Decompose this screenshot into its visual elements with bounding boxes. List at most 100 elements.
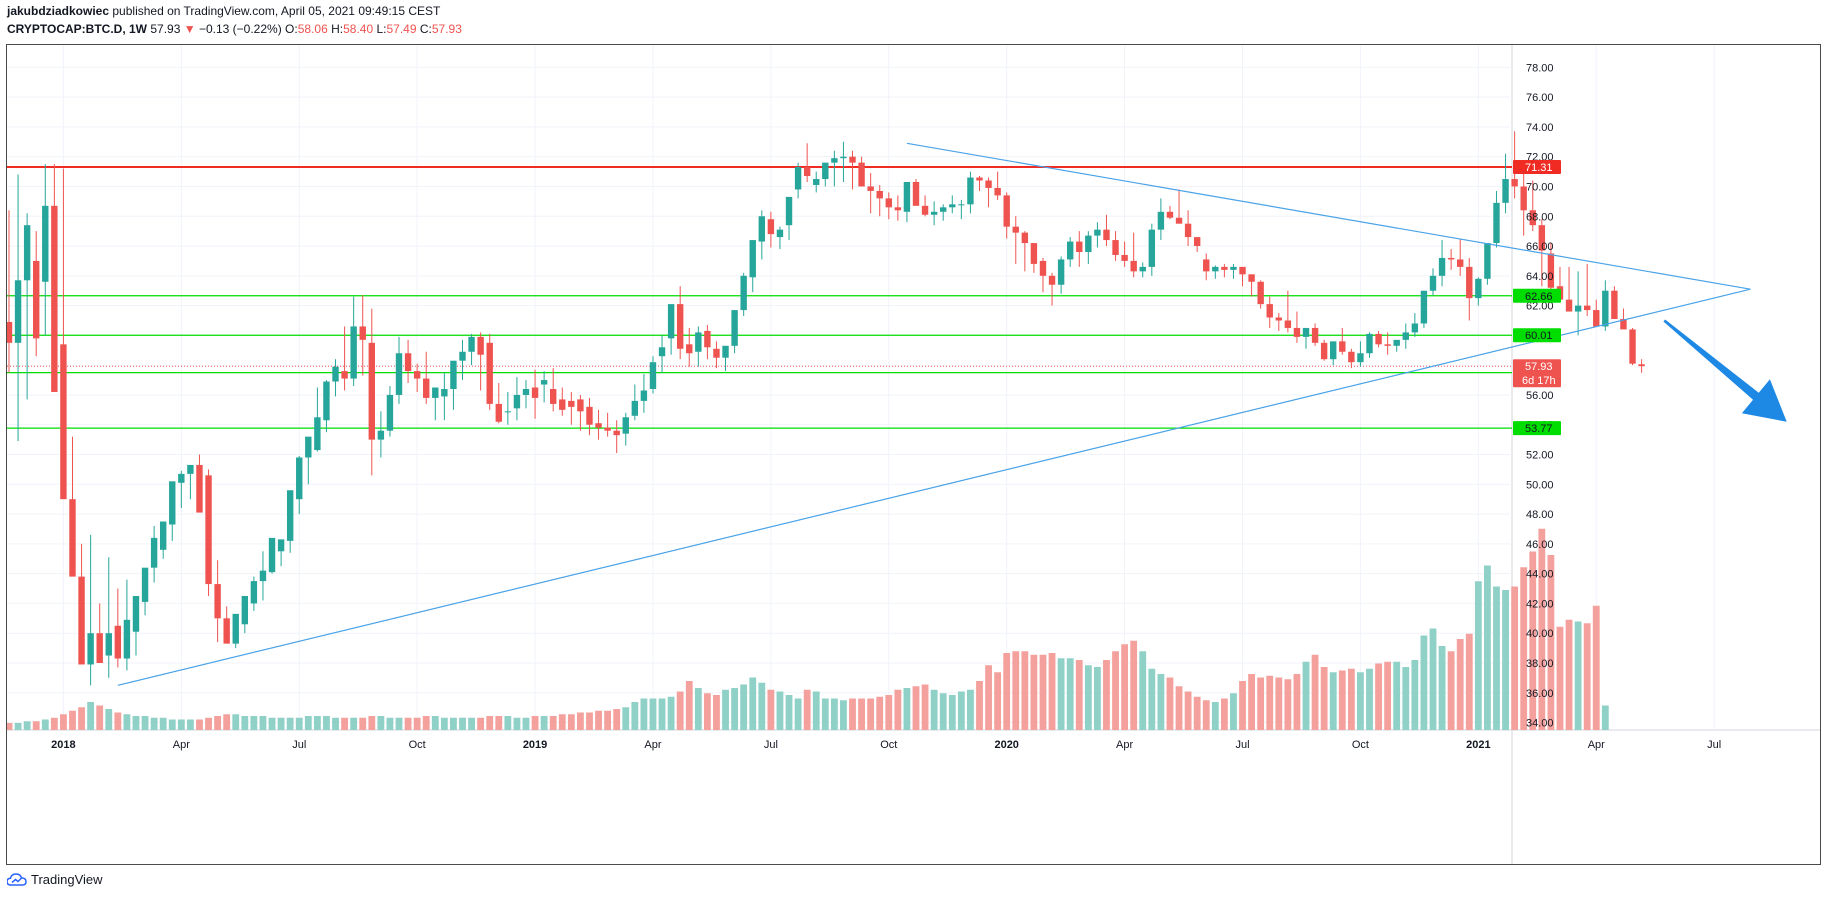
candle-body <box>686 344 693 354</box>
volume-bar <box>1357 672 1364 730</box>
candle-body <box>985 180 992 188</box>
candle-body <box>949 204 956 208</box>
volume-bar <box>1493 586 1500 730</box>
support-label-bg <box>1513 421 1561 436</box>
volume-bar <box>640 698 648 730</box>
volume-bar <box>214 716 222 730</box>
footer-brand[interactable]: TradingView <box>7 872 103 887</box>
last-price-label-bg <box>1513 359 1561 388</box>
candle-body <box>749 240 756 278</box>
x-tick-label: Apr <box>644 739 661 751</box>
candle-body <box>604 427 611 431</box>
candle-body <box>286 490 294 541</box>
candle-body <box>631 400 639 416</box>
candle-body <box>314 417 321 451</box>
price-chart[interactable]: 34.00 36.00 38.00 40.00 42.00 44.00 46.00 48.00… <box>7 45 1820 864</box>
candle-body <box>359 326 366 340</box>
candle-body <box>1384 344 1391 346</box>
candle-body <box>1175 217 1183 224</box>
candle-body <box>1257 281 1264 305</box>
volume-bar <box>1130 640 1138 730</box>
volume-bar <box>903 688 911 730</box>
symbol-legend: CRYPTOCAP:BTC.D, 1W 57.93 ▼ −0.13 (−0.22… <box>7 22 462 36</box>
volume-bar <box>41 719 49 730</box>
volume-bar <box>87 702 95 730</box>
volume-bar <box>1248 674 1255 730</box>
candle-body <box>1003 195 1010 227</box>
candle-body <box>432 387 439 398</box>
candle-body <box>23 225 31 281</box>
volume-bar <box>1193 696 1201 730</box>
volume-bar <box>14 723 22 730</box>
candle-body <box>559 399 566 410</box>
volume-bar <box>821 698 829 730</box>
volume-bar <box>177 719 185 730</box>
volume-bar <box>1175 686 1183 730</box>
y-tick-label: 48.00 <box>1526 509 1554 521</box>
volume-bar <box>368 716 376 730</box>
candle-body <box>849 156 856 163</box>
symbol-name[interactable]: CRYPTOCAP:BTC.D, 1W <box>7 22 148 36</box>
candle-body <box>649 362 657 389</box>
volume-bar <box>985 665 992 730</box>
candle-body <box>296 457 303 500</box>
volume-bar <box>359 717 367 730</box>
y-tick-label: 36.00 <box>1526 688 1554 700</box>
volume-bar <box>495 716 503 730</box>
candle-body <box>477 336 484 355</box>
candle-body <box>1130 260 1137 272</box>
x-tick-label: Oct <box>409 739 426 751</box>
candle-body <box>994 187 1001 196</box>
candle-body <box>1230 266 1237 270</box>
volume-bar <box>1320 667 1328 730</box>
candle-body <box>858 162 865 187</box>
candle-body <box>323 381 330 421</box>
candle-body <box>1402 332 1409 340</box>
volume-bar <box>858 698 865 730</box>
volume-bar <box>1166 677 1174 730</box>
volume-bar <box>531 716 539 730</box>
candle-body <box>1565 299 1573 312</box>
volume-bars <box>7 528 1609 730</box>
volume-bar <box>731 688 738 730</box>
candle-body <box>1411 323 1419 333</box>
volume-bar <box>586 712 593 730</box>
volume-bar <box>250 716 258 730</box>
candle-body <box>867 186 874 191</box>
volume-bar <box>1402 667 1410 730</box>
volume-bar <box>1411 660 1419 730</box>
candle-body <box>1139 266 1146 272</box>
author-name[interactable]: jakubdziadkowiec <box>7 4 110 18</box>
candle-body <box>912 182 920 206</box>
candle-body <box>1112 240 1119 255</box>
volume-bar <box>450 717 457 730</box>
candle-body <box>531 387 539 398</box>
chart-frame <box>6 44 1821 865</box>
support-label: 53.77 <box>1525 423 1553 435</box>
volume-bar <box>1338 670 1346 730</box>
candle-body <box>69 499 76 577</box>
candle-body <box>776 229 784 238</box>
candle-body <box>14 280 22 343</box>
volume-bar <box>1366 668 1373 730</box>
candle-body <box>1248 274 1255 282</box>
low-label: L: <box>376 22 387 36</box>
y-tick-label: 38.00 <box>1526 658 1554 670</box>
publish-info: jakubdziadkowiec published on TradingVie… <box>7 4 440 18</box>
volume-bar <box>1084 665 1092 730</box>
volume-bar <box>1601 705 1609 730</box>
y-tick-label: 50.00 <box>1526 479 1554 491</box>
candle-body <box>1302 327 1310 337</box>
volume-bar <box>313 716 321 730</box>
candle-body <box>1375 333 1382 345</box>
volume-bar <box>1103 660 1110 730</box>
volume-bar <box>957 691 965 730</box>
volume-bar <box>567 714 575 730</box>
candle-body <box>885 198 892 208</box>
volume-bar <box>1547 555 1555 730</box>
volume-bar <box>1066 658 1074 730</box>
volume-bar <box>431 716 439 730</box>
volume-bar <box>332 717 339 730</box>
down-arrow <box>1663 319 1787 422</box>
horizontal-levels <box>7 165 1512 429</box>
